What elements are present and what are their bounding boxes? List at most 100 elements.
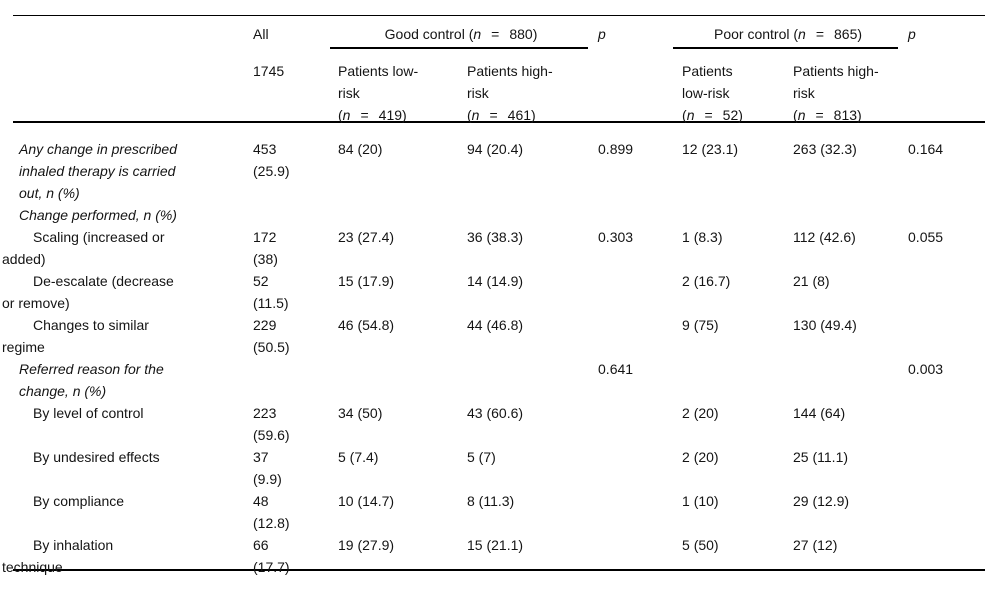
cell-good-low-risk <box>338 204 467 226</box>
col-group-good-control: Good control (n = 880) <box>338 16 598 56</box>
row-label-line: or remove) <box>2 295 70 311</box>
cell-good-high-risk: 15 (21.1) <box>467 534 598 578</box>
table-row: Referred reason for the change, n (%) 0.64… <box>2 358 985 402</box>
col-subheader-good-low: Patients low- risk (n = 419) <box>338 56 467 132</box>
col-subheader-p-poor <box>908 56 985 132</box>
cell-poor-low-risk: 5 (50) <box>682 534 793 578</box>
good-control-n-symbol: n <box>473 26 482 42</box>
cell-value: 229 (50.5) <box>253 317 290 355</box>
equals: = <box>815 107 824 123</box>
row-label-line: By level of control <box>33 405 144 421</box>
col-subheader-good-high: Patients high- risk (n = 461) <box>467 56 598 132</box>
poor-control-title: Poor control ( <box>713 26 799 42</box>
equals: = <box>704 107 713 123</box>
poor-low-name-line1: Patients <box>682 63 733 79</box>
table-row: By level of control 223 (59.6) 34 (50) 43 (… <box>2 402 985 446</box>
cell-good-high-risk <box>467 204 598 226</box>
cell-value: 21 (8) <box>793 273 830 289</box>
paren: ( <box>467 107 472 123</box>
table-bottom-rule <box>13 569 985 571</box>
cell-all: 453 (25.9) <box>253 132 338 204</box>
col-group-poor-control: Poor control (n = 865) <box>682 16 908 56</box>
good-low-n-line: (n = 419) <box>338 104 467 126</box>
n-symbol: n <box>797 107 806 123</box>
cell-value: 130 (49.4) <box>793 317 857 333</box>
cell-all: 48 (12.8) <box>253 490 338 534</box>
cell-all: 37 (9.9) <box>253 446 338 490</box>
cell-poor-high-risk: 29 (12.9) <box>793 490 908 534</box>
row-label: Changes to similar regime <box>2 314 253 358</box>
cell-p-good: 0.641 <box>598 358 682 402</box>
cell-value: 1 (10) <box>682 493 719 509</box>
cell-value: 46 (54.8) <box>338 317 395 333</box>
cell-value: 44 (46.8) <box>467 317 524 333</box>
cell-value: 0.164 <box>908 141 944 157</box>
equals: = <box>489 107 498 123</box>
cell-value: 84 (20) <box>338 141 383 157</box>
cell-value: 52 (11.5) <box>253 273 289 311</box>
cell-p-good <box>598 534 682 578</box>
cell-value: 5 (50) <box>682 537 719 553</box>
cell-value: 48 (12.8) <box>253 493 290 531</box>
cell-poor-low-risk <box>682 358 793 402</box>
good-high-n-line: (n = 461) <box>467 104 598 126</box>
cell-all: 223 (59.6) <box>253 402 338 446</box>
cell-poor-high-risk: 21 (8) <box>793 270 908 314</box>
cell-good-low-risk: 84 (20) <box>338 132 467 204</box>
cell-good-high-risk: 43 (60.6) <box>467 402 598 446</box>
results-table: All Good control (n = 880) p Poor control … <box>2 16 985 578</box>
p-label-good: p <box>598 26 606 42</box>
row-label-line: change, n (%) <box>19 383 107 399</box>
n-value: 419) <box>378 107 407 123</box>
table-row: Scaling (increased or added) 172 (38) 23 (2… <box>2 226 985 270</box>
poor-high-n-line: (n = 813) <box>793 104 908 126</box>
cell-value: 43 (60.6) <box>467 405 524 421</box>
row-label: By inhalation technique <box>2 534 253 578</box>
cell-poor-high-risk: 130 (49.4) <box>793 314 908 358</box>
n-value: 52) <box>722 107 743 123</box>
cell-value: 0.303 <box>598 229 634 245</box>
cell-value: 453 (25.9) <box>253 141 290 179</box>
cell-all: 52 (11.5) <box>253 270 338 314</box>
cell-value: 112 (42.6) <box>793 229 856 245</box>
cell-p-poor: 0.164 <box>908 132 985 204</box>
cell-poor-low-risk: 1 (10) <box>682 490 793 534</box>
poor-control-n-value: 865) <box>834 26 863 42</box>
table-row: By inhalation technique 66 (17.7) 19 (27.9)… <box>2 534 985 578</box>
poor-control-spanner-rule <box>673 47 898 49</box>
cell-value: 172 (38) <box>253 229 278 267</box>
cell-poor-high-risk <box>793 358 908 402</box>
row-label-line: Scaling (increased or <box>33 229 165 245</box>
row-label-header <box>2 16 253 56</box>
poor-high-name-line2: risk <box>793 85 815 101</box>
row-label: De-escalate (decrease or remove) <box>2 270 253 314</box>
cell-p-poor <box>908 402 985 446</box>
good-high-name-line2: risk <box>467 85 489 101</box>
poor-low-name-line2: low-risk <box>682 85 730 101</box>
cell-value: 8 (11.3) <box>467 493 515 509</box>
cell-poor-high-risk: 112 (42.6) <box>793 226 908 270</box>
row-label: By compliance <box>2 490 253 534</box>
equals: = <box>360 107 369 123</box>
cell-p-poor <box>908 204 985 226</box>
row-label-line: De-escalate (decrease <box>33 273 174 289</box>
cell-p-good <box>598 314 682 358</box>
row-label-line: By undesired effects <box>33 449 160 465</box>
cell-value: 223 (59.6) <box>253 405 290 443</box>
table-row: Any change in prescribed inhaled therapy … <box>2 132 985 204</box>
n-symbol: n <box>471 107 480 123</box>
cell-value: 10 (14.7) <box>338 493 395 509</box>
row-label: Any change in prescribed inhaled therapy … <box>2 132 253 204</box>
table-body: Any change in prescribed inhaled therapy … <box>2 132 985 578</box>
cell-good-low-risk <box>338 358 467 402</box>
cell-p-poor <box>908 534 985 578</box>
row-label-line: technique <box>2 559 63 575</box>
col-header-all: All <box>253 16 338 56</box>
table-row: De-escalate (decrease or remove) 52 (11.5)… <box>2 270 985 314</box>
cell-p-good: 0.899 <box>598 132 682 204</box>
row-label: Referred reason for the change, n (%) <box>2 358 253 402</box>
cell-poor-high-risk <box>793 204 908 226</box>
cell-p-good <box>598 402 682 446</box>
row-label-subheader <box>2 56 253 132</box>
